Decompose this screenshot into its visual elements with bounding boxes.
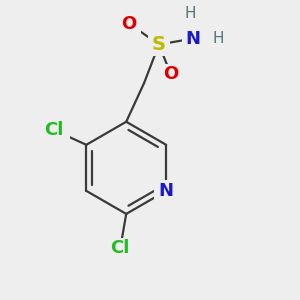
Bar (182, 27, 204, 50)
Bar (154, 181, 178, 201)
Text: Cl: Cl (111, 239, 130, 257)
Text: O: O (122, 15, 137, 33)
Text: N: N (186, 29, 201, 47)
Bar (117, 13, 141, 34)
Text: S: S (152, 35, 166, 54)
Text: O: O (163, 65, 178, 83)
Bar (148, 33, 170, 56)
Bar (159, 64, 183, 85)
Bar (37, 119, 70, 140)
Text: H: H (213, 31, 224, 46)
Text: N: N (159, 182, 174, 200)
Bar (104, 238, 136, 259)
Text: H: H (184, 6, 196, 21)
Text: Cl: Cl (44, 121, 63, 139)
